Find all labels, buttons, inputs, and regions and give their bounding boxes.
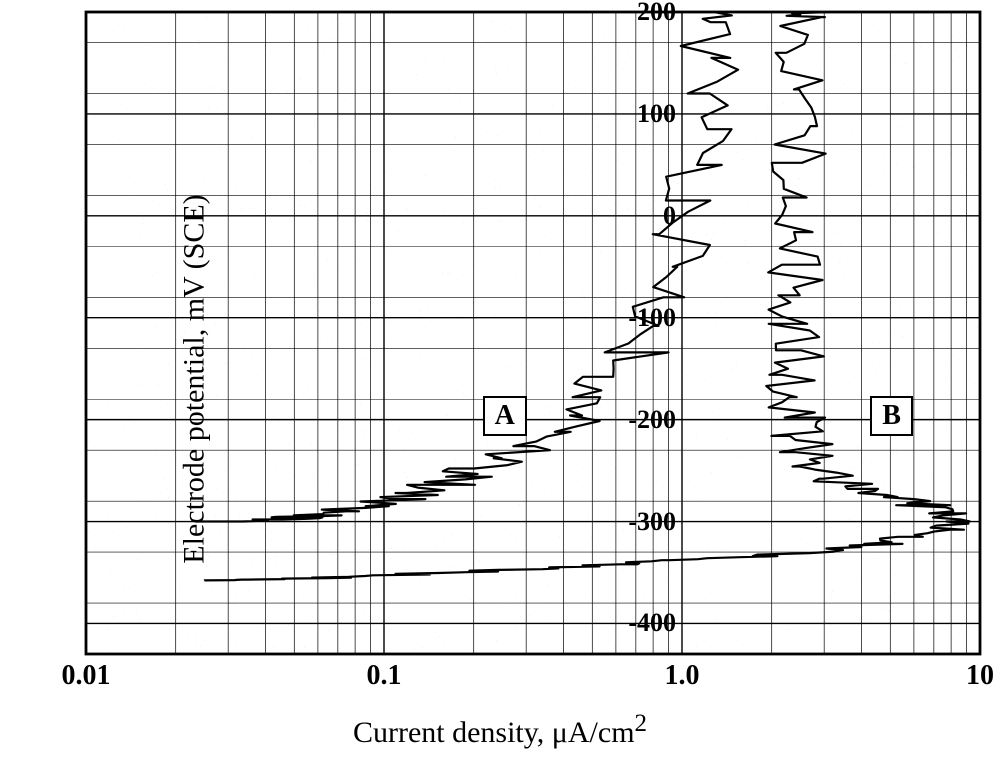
x-tick-label: 0.01 — [62, 660, 111, 692]
y-tick-label: -400 — [628, 608, 682, 638]
y-axis-label: Electrode potential, mV (SCE) — [178, 194, 212, 563]
y-tick-label: 200 — [637, 0, 682, 27]
y-tick-label: -200 — [628, 405, 682, 435]
y-tick-label: 0 — [663, 201, 682, 231]
y-tick-label: -100 — [628, 303, 682, 333]
y-tick-label: -300 — [628, 507, 682, 537]
x-axis-label-sup: 2 — [635, 710, 648, 737]
x-tick-label: 1.0 — [665, 660, 700, 692]
y-tick-label: 100 — [637, 99, 682, 129]
x-tick-label: 0.1 — [367, 660, 402, 692]
series-label-a: A — [483, 396, 527, 436]
chart-svg — [0, 0, 1000, 758]
x-axis-label-text: Current density, μA/cm — [353, 716, 635, 749]
series-label-b: B — [870, 396, 913, 436]
x-tick-label: 10 — [966, 660, 994, 692]
polarization-chart: Electrode potential, mV (SCE) Current de… — [0, 0, 1000, 758]
x-axis-label: Current density, μA/cm2 — [0, 710, 1000, 750]
